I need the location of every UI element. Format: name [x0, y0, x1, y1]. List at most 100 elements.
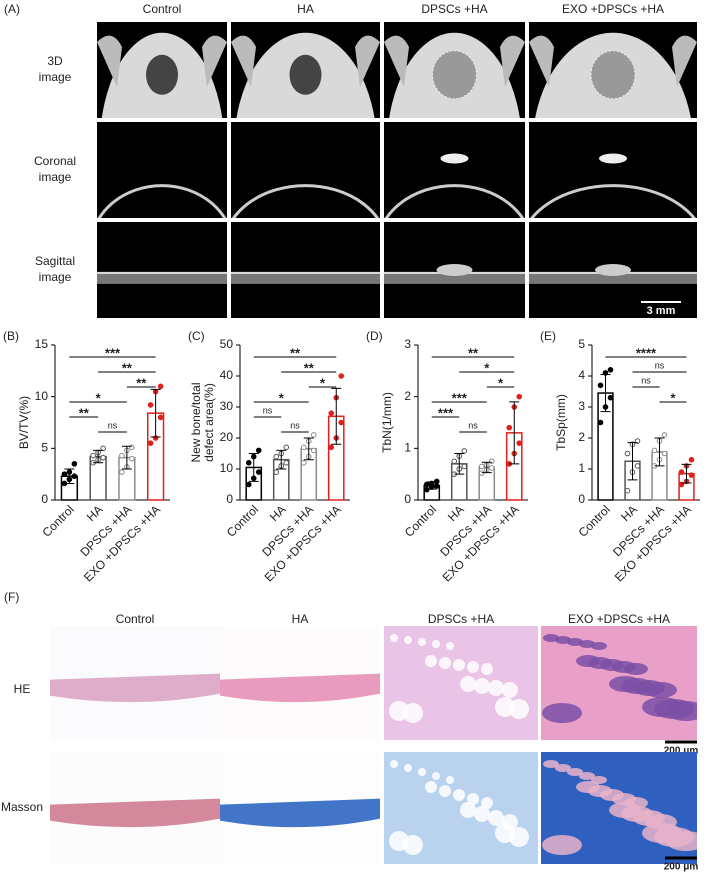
data-point — [100, 454, 106, 461]
image-panel — [541, 752, 697, 864]
tissue-structure — [645, 814, 677, 830]
image-panel — [529, 22, 697, 118]
data-point — [61, 471, 68, 477]
image-panel — [231, 222, 380, 318]
data-point — [328, 410, 335, 417]
tissue-structure — [453, 789, 465, 801]
significance-label: ** — [136, 375, 147, 390]
significance-label: * — [484, 360, 490, 375]
error-bar — [276, 449, 287, 470]
data-point — [283, 444, 290, 451]
panel-label: (B) — [3, 329, 19, 343]
data-point — [678, 469, 685, 475]
tissue-structure — [403, 835, 423, 855]
error-bar — [121, 445, 132, 470]
tissue-structure — [390, 760, 398, 768]
defect-fill — [432, 50, 477, 100]
tissue-band — [220, 798, 380, 828]
error-bar — [150, 388, 161, 438]
row-label: HE — [14, 682, 31, 696]
data-point — [516, 393, 523, 400]
image-panel — [529, 222, 697, 318]
data-point — [310, 447, 317, 454]
tissue-structure — [432, 640, 440, 648]
image-panel — [384, 626, 538, 740]
tissue-structure — [404, 764, 412, 772]
tissue-structure — [488, 810, 504, 826]
tissue-structure — [666, 831, 697, 851]
panel-label: (F) — [4, 590, 19, 604]
new-bone — [595, 264, 631, 276]
data-point — [478, 463, 485, 470]
sagittal-band — [97, 271, 227, 284]
x-tick-label: HA — [84, 502, 106, 524]
new-bone — [599, 153, 627, 164]
row-label: image — [39, 270, 72, 284]
tissue-structure — [591, 776, 607, 784]
data-point — [129, 455, 135, 462]
tissue-structure — [502, 682, 518, 698]
error-bar — [654, 437, 665, 467]
coronal-arc — [97, 184, 227, 218]
data-point — [245, 460, 252, 466]
significance-label: ns — [263, 405, 273, 415]
tissue-structure — [543, 760, 559, 768]
image-panel — [220, 626, 380, 740]
y-tick-label: 10 — [35, 389, 49, 403]
image-panel — [50, 752, 220, 864]
image-panel — [384, 22, 525, 118]
y-axis-label: TbN(1/mm) — [380, 392, 394, 453]
significance-label: *** — [438, 405, 454, 420]
x-tick-label: Control — [576, 502, 613, 539]
y-tick-label: 10 — [220, 461, 234, 475]
data-point — [147, 402, 154, 408]
image-panel — [50, 626, 220, 740]
tissue-structure — [555, 764, 571, 772]
tissue-structure — [460, 802, 476, 818]
defect — [289, 54, 322, 95]
data-point — [300, 444, 307, 451]
data-point — [310, 432, 317, 438]
column-header: HA — [297, 2, 314, 16]
data-point — [119, 469, 125, 475]
error-bar — [627, 442, 638, 481]
coronal-arc — [231, 184, 380, 218]
row-label: Masson — [1, 800, 43, 814]
data-point — [255, 469, 262, 475]
y-tick-label: 0 — [226, 492, 233, 506]
sagittal-edge — [231, 271, 380, 274]
significance-label: ns — [655, 360, 665, 370]
image-panel — [384, 222, 525, 318]
x-tick-label: HA — [618, 502, 640, 524]
panel-label: (D) — [366, 329, 383, 343]
significance-label: * — [498, 375, 504, 390]
tissue-structure — [453, 659, 465, 671]
image-panel — [529, 122, 697, 218]
tissue-structure — [509, 699, 529, 719]
row-label: 3D — [47, 54, 63, 68]
x-tick-label: Control — [224, 502, 261, 539]
sagittal-band — [231, 271, 380, 284]
error-bar — [509, 401, 520, 465]
image-panel — [220, 752, 380, 864]
data-point — [338, 373, 345, 379]
row-label: Sagittal — [35, 254, 75, 268]
panel-label: (C) — [188, 329, 205, 343]
row-label: image — [39, 70, 72, 84]
column-header: DPSCs +HA — [428, 612, 494, 626]
image-panel — [231, 22, 380, 118]
column-header: DPSCs +HA — [421, 2, 487, 16]
significance-label: * — [670, 390, 676, 405]
tissue-structure — [467, 661, 479, 673]
significance-label: ** — [290, 345, 301, 360]
data-point — [624, 487, 631, 494]
image-panel — [384, 122, 525, 218]
error-bar — [600, 373, 611, 413]
scale-bar-label: 3 mm — [647, 305, 676, 317]
data-point — [651, 447, 658, 454]
x-tick-label: HA — [267, 502, 289, 524]
y-tick-label: 50 — [220, 337, 234, 351]
image-background — [529, 122, 697, 218]
error-bar — [681, 463, 692, 484]
tissue-structure — [624, 797, 648, 809]
